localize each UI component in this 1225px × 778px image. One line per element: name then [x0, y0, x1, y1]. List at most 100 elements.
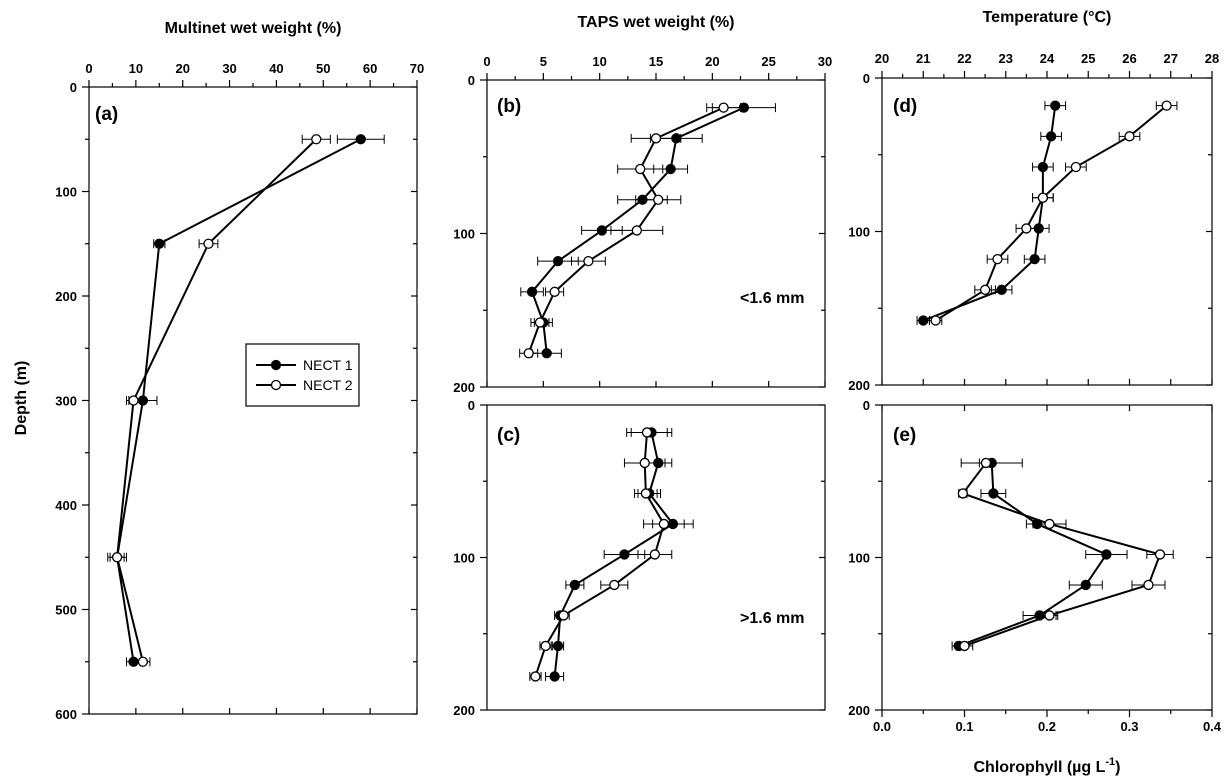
data-point-e-nect1 — [1034, 610, 1045, 621]
panel-label-c: (c) — [497, 425, 520, 446]
y-tick-label-b: 100 — [453, 227, 475, 242]
x-tick-label-b: 25 — [761, 54, 775, 69]
data-point-d-nect1 — [1050, 100, 1061, 111]
data-point-c-nect2 — [658, 518, 670, 530]
data-point-c-nect1 — [549, 671, 560, 682]
data-point-d-nect2 — [992, 253, 1003, 265]
x-tick-label-b: 30 — [818, 54, 832, 69]
data-point-c-nect1 — [552, 640, 564, 652]
panel-a-multinet: 0 100 200 300 400 500 600 0 10 20 30 40 50 60 70 Multin… — [55, 20, 424, 722]
data-point-c-nect2 — [530, 671, 541, 682]
data-point-e-nect2 — [957, 488, 968, 499]
data-point-b-nect2 — [549, 286, 560, 297]
data-point-b-nect1 — [637, 194, 648, 205]
x-tick-label-e: 0.4 — [1203, 719, 1222, 734]
data-point-a-nect1 — [137, 395, 149, 406]
y-tick-label-e: 0 — [863, 398, 870, 413]
x-tick-label-a: 50 — [316, 61, 330, 76]
data-point-e-nect2 — [959, 640, 970, 652]
y-tick-label-a: 500 — [55, 603, 77, 618]
y-tick-label-a: 400 — [55, 498, 77, 513]
data-point-b-nect2 — [650, 133, 662, 144]
x-tick-label-a: 40 — [269, 61, 283, 76]
data-point-c-nect2 — [540, 640, 551, 652]
data-point-d-nect1 — [1037, 161, 1049, 173]
data-point-e-nect1 — [1080, 579, 1091, 591]
data-point-c-nect2 — [558, 610, 569, 621]
x-tick-label-a: 20 — [175, 61, 189, 76]
x-tick-label-b: 20 — [705, 54, 719, 69]
x-axis-title-b: TAPS wet weight (%) — [577, 14, 734, 31]
data-point-b-nect2 — [523, 348, 534, 359]
y-tick-label-e: 100 — [848, 551, 870, 566]
data-point-b-nect2 — [718, 102, 729, 113]
panel-label-a: (a) — [95, 104, 118, 125]
data-point-e-nect2 — [980, 457, 992, 469]
y-tick-label-d: 200 — [848, 378, 870, 393]
data-point-a-nect2 — [311, 134, 322, 145]
x-tick-label-d: 26 — [1122, 51, 1136, 66]
data-point-d-nect1 — [918, 315, 929, 326]
x-tick-label-b: 0 — [483, 54, 490, 69]
panel-label-d: (d) — [893, 96, 917, 117]
legend-marker-nect1 — [270, 359, 282, 371]
data-point-d-nect2 — [1037, 192, 1049, 203]
x-tick-label-d: 25 — [1081, 51, 1095, 66]
data-point-c-nect2 — [609, 579, 620, 591]
x-tick-label-a: 70 — [410, 61, 424, 76]
data-point-a-nect1 — [154, 238, 165, 249]
data-point-c-nect1 — [667, 518, 679, 530]
y-tick-label-a: 300 — [55, 394, 77, 409]
data-point-b-nect2 — [534, 317, 546, 328]
legend-label-nect2: NECT 2 — [303, 377, 353, 393]
data-point-b-nect1 — [552, 255, 564, 267]
x-axis-title-a: Multinet wet weight (%) — [165, 20, 342, 37]
legend-marker-nect2 — [270, 379, 282, 391]
y-tick-label-e: 200 — [848, 703, 870, 718]
series-line-d-2 — [935, 104, 1168, 322]
data-point-e-nect1 — [988, 488, 999, 499]
data-point-a-nect1 — [355, 134, 366, 145]
data-point-e-nect2 — [1154, 549, 1166, 560]
plot-frame-d — [881, 77, 1213, 386]
x-axis-title-e: Chlorophyll (µg L-1) — [974, 756, 1121, 776]
x-tick-label-b: 10 — [592, 54, 606, 69]
data-point-d-nect2 — [1021, 223, 1032, 234]
data-point-a-nect2 — [128, 395, 139, 406]
data-point-e-nect1 — [1101, 549, 1112, 560]
panel-c-taps-large: 0 100 200 (c) >1.6 mm — [453, 398, 826, 718]
y-axis-title: Depth (m) — [13, 361, 30, 436]
x-tick-label-d: 28 — [1205, 51, 1219, 66]
data-point-a-nect2 — [203, 238, 214, 249]
data-point-d-nect1 — [1045, 131, 1057, 142]
x-tick-label-d: 23 — [999, 51, 1013, 66]
y-tick-label-d: 100 — [848, 225, 870, 240]
y-tick-label-a: 200 — [55, 289, 77, 304]
panel-label-e: (e) — [893, 425, 916, 446]
data-point-b-nect1 — [671, 133, 682, 144]
y-tick-label-a: 100 — [55, 185, 77, 200]
data-point-d-nect2 — [930, 315, 941, 326]
data-point-d-nect2 — [1161, 100, 1172, 111]
data-point-b-nect1 — [665, 163, 676, 175]
x-tick-label-d: 27 — [1164, 51, 1178, 66]
x-tick-label-a: 0 — [85, 61, 92, 76]
y-tick-label-a: 0 — [70, 80, 77, 95]
x-axis-title-d: Temperature (°C) — [983, 9, 1112, 26]
panel-label-b: (b) — [497, 96, 521, 117]
data-point-b-nect1 — [526, 286, 538, 297]
data-point-d-nect1 — [996, 284, 1007, 295]
panel-b-taps-small: 0 100 200 0 5 10 15 20 25 30 TAPS wet weight (%) (b… — [453, 14, 832, 395]
data-point-c-nect1 — [619, 549, 630, 560]
x-tick-label-e: 0.3 — [1120, 719, 1138, 734]
x-tick-label-b: 15 — [649, 54, 663, 69]
y-tick-label-a: 600 — [55, 707, 77, 722]
x-tick-label-e: 0.1 — [955, 719, 973, 734]
data-point-c-nect1 — [653, 457, 664, 469]
data-point-b-nect2 — [653, 194, 664, 205]
legend-label-nect1: NECT 1 — [303, 357, 353, 373]
data-point-c-nect1 — [569, 579, 581, 591]
data-point-b-nect1 — [738, 102, 750, 113]
